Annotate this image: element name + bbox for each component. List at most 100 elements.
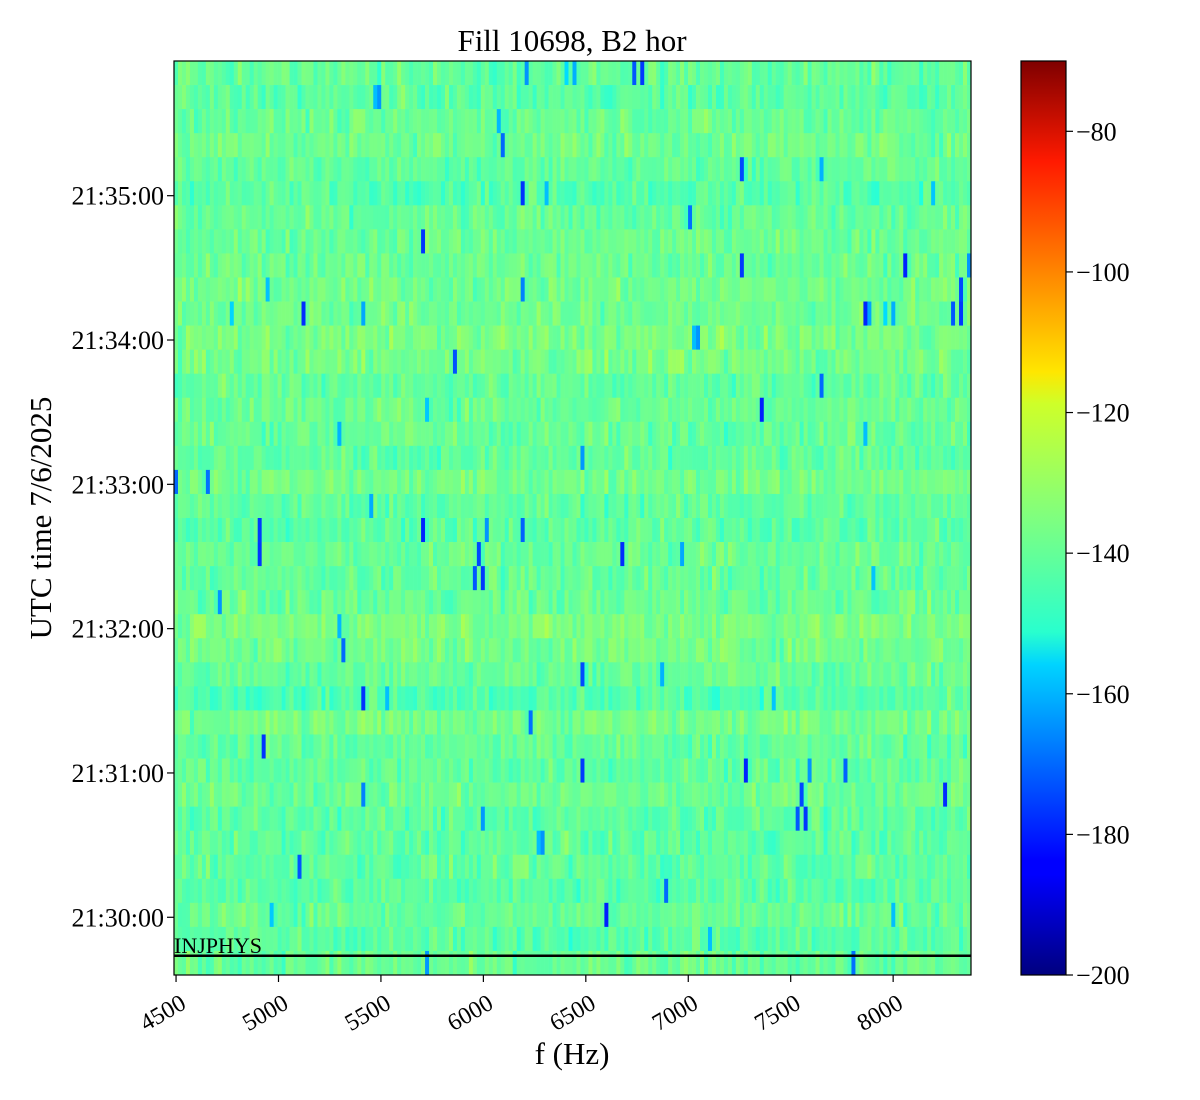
heatmap-cell [963,61,968,86]
heatmap-cell [707,566,713,591]
heatmap-cell [875,253,880,278]
heatmap-cell [727,61,733,86]
heatmap-cell [177,253,183,278]
heatmap-cell [528,493,533,519]
heatmap-cell [588,614,593,639]
heatmap-cell [389,61,394,86]
heatmap-cell [504,109,510,134]
heatmap-cell [700,445,705,471]
heatmap-cell [707,133,713,158]
heatmap-cell [532,518,537,543]
heatmap-cell [644,421,649,447]
heatmap-cell [580,349,585,375]
heatmap-cell [739,421,745,447]
heatmap-cell [588,157,593,182]
heatmap-cell [349,229,354,254]
heatmap-cell [719,205,725,230]
heatmap-cell [580,614,585,639]
heatmap-cell [572,518,577,543]
heatmap-cell [783,229,789,254]
heatmap-cell [317,469,322,495]
heatmap-cell [963,253,968,278]
heatmap-cell [676,109,681,134]
heatmap-cell [285,349,290,375]
heatmap-cell [317,493,322,519]
heatmap-cell [588,277,593,302]
heatmap-cell [177,349,183,375]
heatmap-cell [193,590,199,615]
heatmap-cell [819,205,824,230]
heatmap-cell [437,349,442,375]
heatmap-cell [532,566,537,591]
heatmap-cell [588,493,593,519]
heatmap-cell [309,614,314,639]
heatmap-cell [700,229,705,254]
heatmap-cell [783,277,789,302]
heatmap-cell [759,590,765,615]
heatmap-cell [696,85,701,110]
heatmap-cell [437,397,442,423]
heatmap-cell [273,445,278,471]
heatmap-cell [895,157,900,182]
heatmap-cell [707,277,713,302]
heatmap-cell [313,421,318,447]
heatmap-cell [297,157,302,182]
heatmap-cell [365,469,370,495]
heatmap-cell [604,205,609,230]
heatmap-cell [508,373,514,399]
heatmap-cell [385,421,390,447]
heatmap-cell [532,61,537,86]
heatmap-cell [516,542,522,567]
heatmap-cell [668,638,673,663]
heatmap-cell [241,157,247,182]
heatmap-cell [508,205,514,230]
heatmap-cell [393,373,398,399]
heatmap-cell [815,61,820,86]
heatmap-cell [425,229,430,254]
heatmap-cell [297,253,302,278]
heatmap-cell [397,301,402,326]
heatmap-cell [241,205,247,230]
heatmap-cell [512,109,518,134]
heatmap-cell [241,61,247,86]
heatmap-cell [205,421,211,447]
heatmap-cell [963,157,968,182]
heatmap-cell [361,493,366,519]
heatmap-cell [524,566,530,591]
heatmap-cell [823,614,828,639]
heatmap-cell [719,277,725,302]
heatmap-cell [799,469,804,495]
heatmap-cell [201,614,207,639]
heatmap-cell [719,542,725,567]
heatmap-cell [592,614,597,639]
heatmap-cell [301,421,306,447]
heatmap-cell [181,445,187,471]
heatmap-cell [185,133,191,158]
heatmap-cell [357,61,362,86]
heatmap-cell [281,493,286,519]
heatmap-cell [616,469,621,495]
heatmap-cell [437,253,442,278]
heatmap-cell [556,445,561,471]
heatmap-cell [381,493,386,519]
heatmap-cell [452,61,458,86]
heatmap-cell [779,590,785,615]
heatmap-cell [859,373,864,399]
heatmap-cell [600,518,605,543]
heatmap-cell [739,590,745,615]
heatmap-cell [835,301,840,326]
heatmap-cell [174,518,179,543]
heatmap-cell [847,566,852,591]
heatmap-cell [684,133,689,158]
heatmap-cell [723,518,729,543]
heatmap-cell [604,349,609,375]
heatmap-cell [349,253,354,278]
heatmap-cell [931,133,936,158]
heatmap-cell [317,566,322,591]
heatmap-cell [851,590,856,615]
heatmap-cell [177,109,183,134]
heatmap-cell [437,638,442,663]
heatmap-cell [385,445,390,471]
heatmap-cell [955,205,960,230]
heatmap-cell [369,614,374,639]
